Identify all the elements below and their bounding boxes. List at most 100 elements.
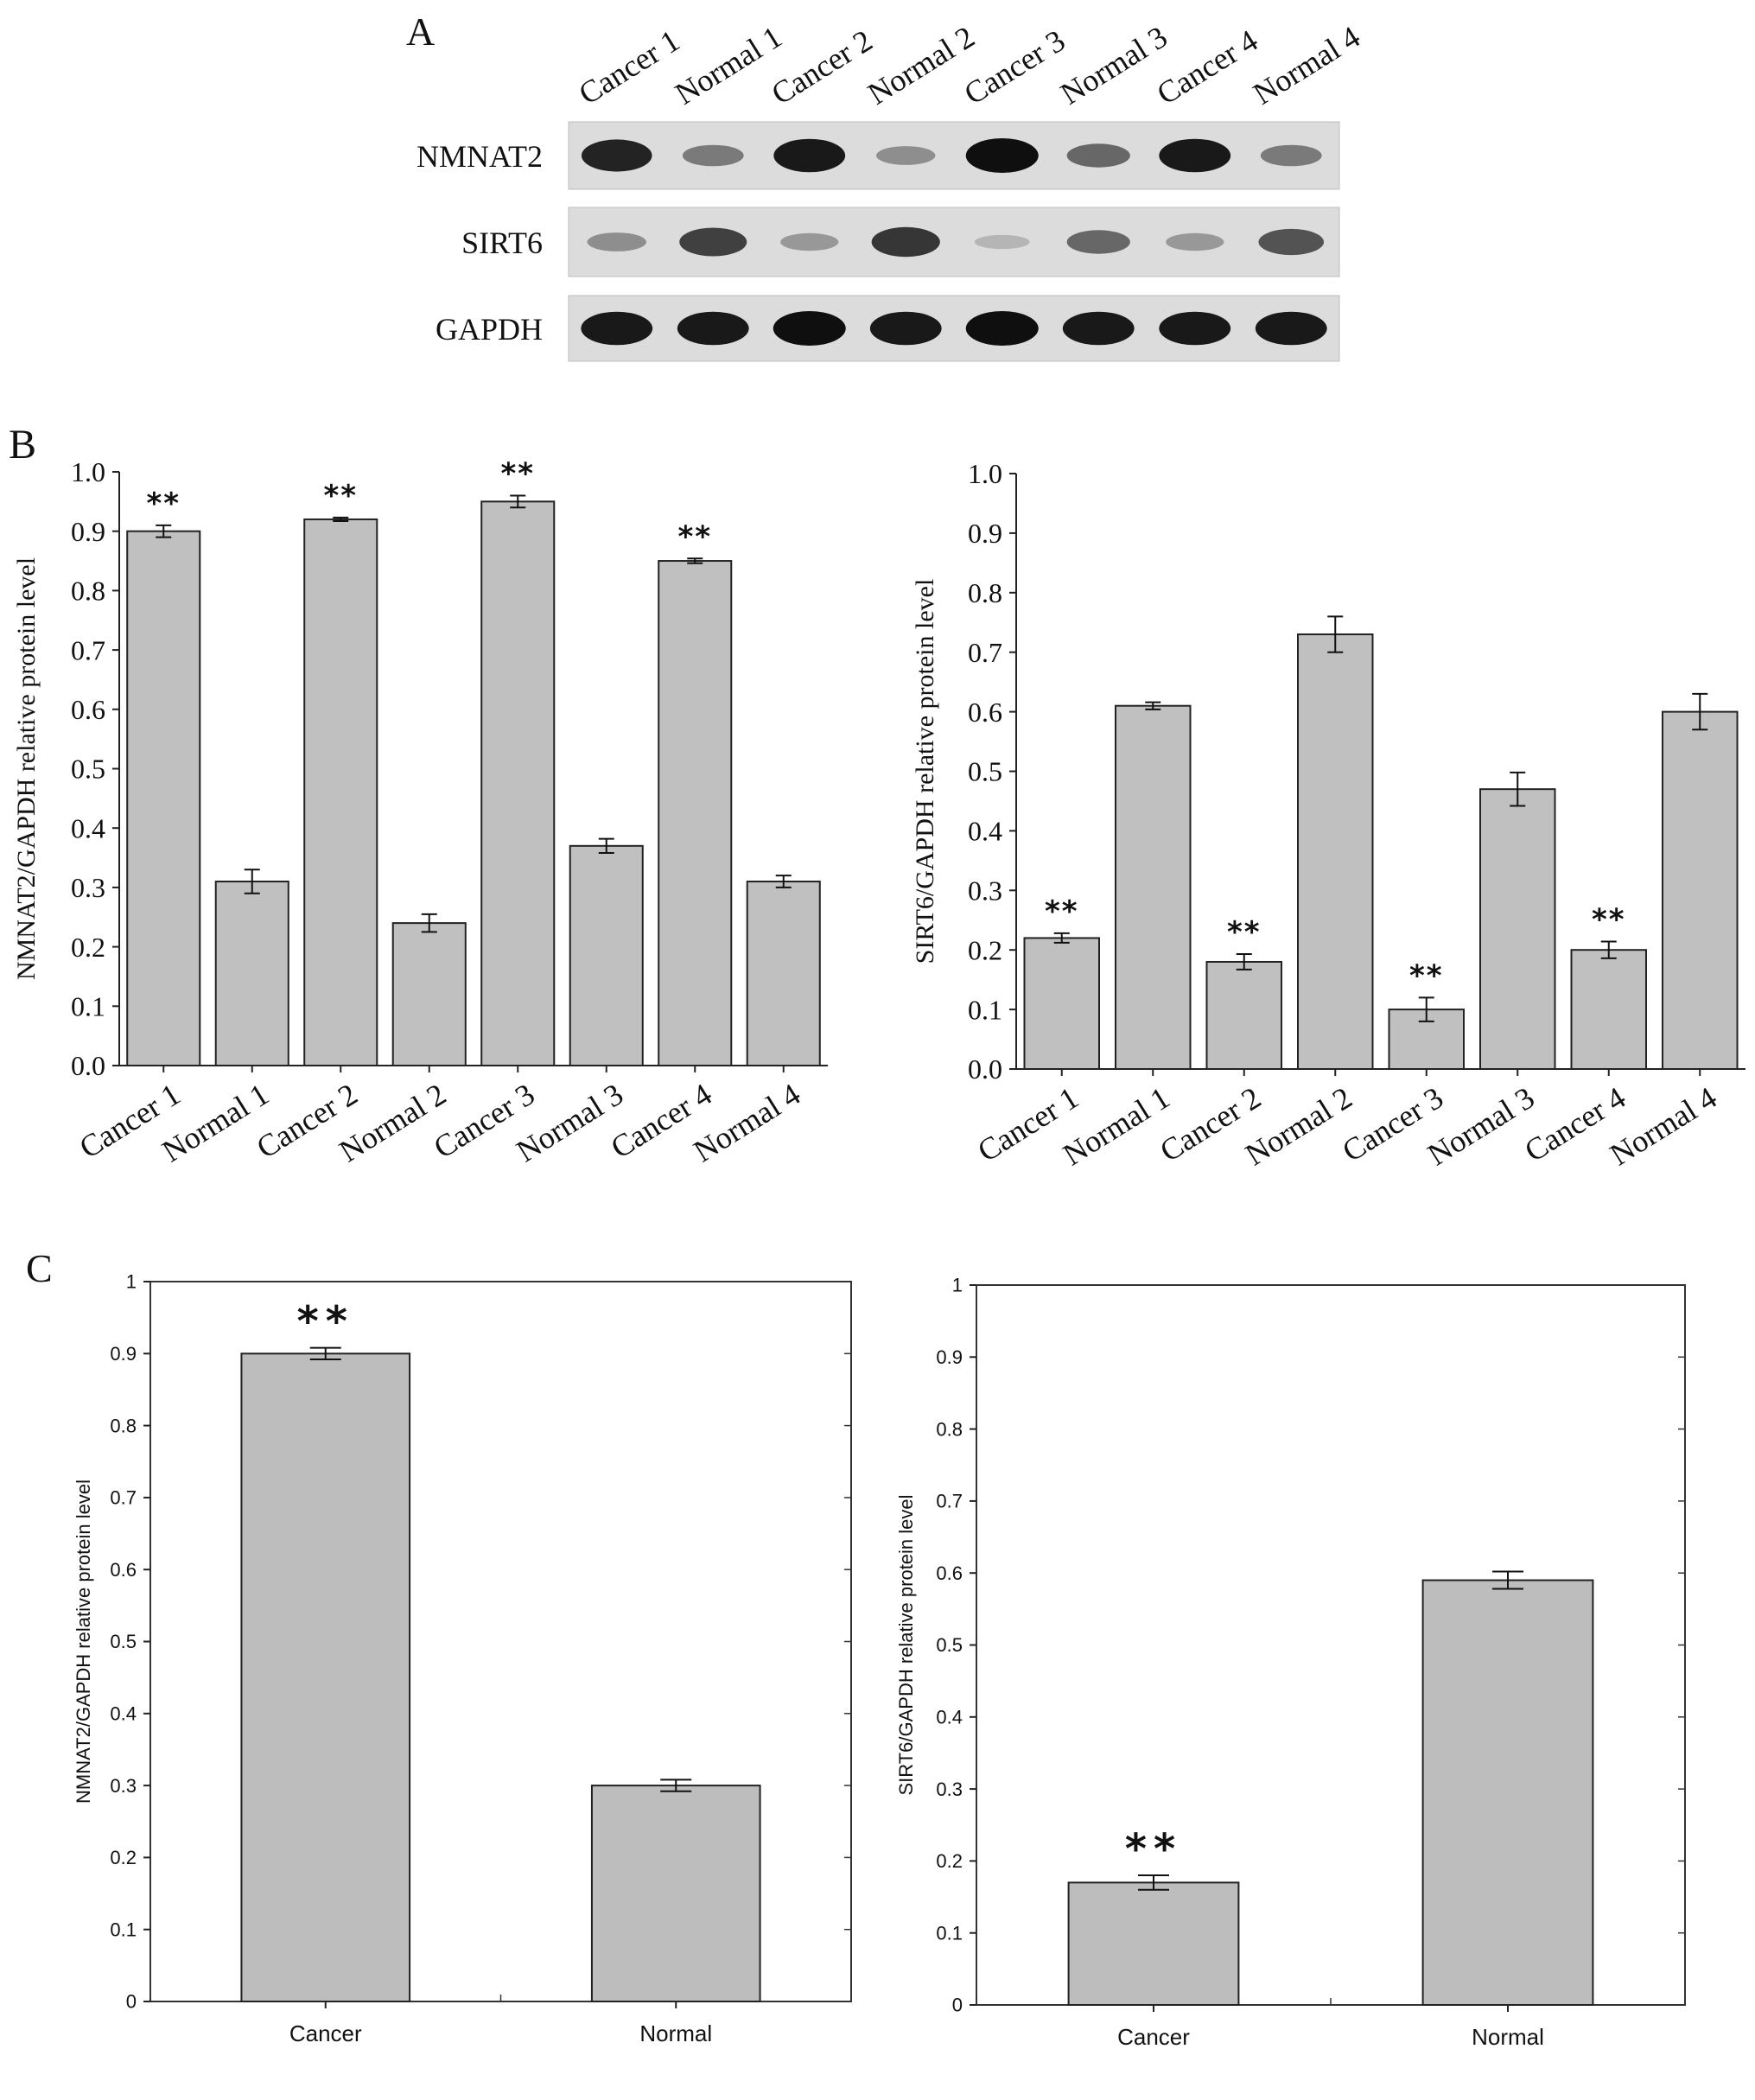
blot-band xyxy=(965,311,1039,346)
y-tick-label: 0.2 xyxy=(968,934,1002,965)
bar-cancer-4 xyxy=(658,560,733,1066)
y-tick-label: 0.8 xyxy=(71,576,105,607)
significance-marker: ** xyxy=(297,1298,354,1346)
y-tick-label: 0.6 xyxy=(936,1562,963,1584)
bar-chart-4: 0 0.1 0.2 0.3 0.4 0.5 0.6 0.7 0.8 0.9 1 SIRT6/GAPDH… xyxy=(895,1275,1686,2050)
blot-band xyxy=(1062,311,1135,346)
blot-band xyxy=(677,311,749,346)
x-tick-label: Normal xyxy=(1472,2024,1544,2050)
bar-chart-2: 0.0 0.1 0.2 0.3 0.4 0.5 0.6 0.7 0.8 0.9 1.0 SIRT6/G… xyxy=(911,458,1745,1172)
bar-cancer-3 xyxy=(480,500,556,1066)
bar-cancer-2 xyxy=(1205,960,1283,1070)
significance-marker: ** xyxy=(323,479,358,513)
y-tick-label: 0.7 xyxy=(968,637,1002,668)
y-tick-label: 0.6 xyxy=(968,697,1002,728)
bar-normal-1 xyxy=(1114,704,1192,1071)
blot-lane-label: Normal 2 xyxy=(862,19,980,111)
bar-normal-2 xyxy=(1296,633,1374,1071)
blot-band xyxy=(965,138,1039,173)
blot-row-label: SIRT6 xyxy=(461,226,543,260)
significance-marker: ** xyxy=(1125,1825,1182,1874)
blot-band xyxy=(773,311,846,346)
blot-band xyxy=(1066,143,1130,168)
y-tick-label: 1.0 xyxy=(71,456,105,487)
blot-lane-label: Normal 1 xyxy=(669,19,787,111)
y-tick-label: 0.0 xyxy=(71,1050,105,1081)
blot-band xyxy=(1260,144,1322,167)
bar-normal-3 xyxy=(569,844,644,1066)
blot-band xyxy=(1159,138,1231,173)
y-tick-label: 0.7 xyxy=(71,634,105,665)
significance-marker: ** xyxy=(1592,903,1626,938)
bar-cancer-2 xyxy=(303,518,378,1066)
y-tick-label: 0.8 xyxy=(936,1418,963,1440)
bar-chart-3: 0 0.1 0.2 0.3 0.4 0.5 0.6 0.7 0.8 0.9 1 NMNAT2/GAPD… xyxy=(73,1271,852,2046)
x-tick-label: Cancer xyxy=(289,2020,362,2046)
blot-band xyxy=(679,227,747,257)
bar-normal xyxy=(1421,1579,1594,2007)
blot-band xyxy=(1255,311,1327,346)
bar-cancer-1 xyxy=(126,530,201,1066)
blot-lane-label: Cancer 2 xyxy=(766,23,879,111)
y-tick-label: 0.3 xyxy=(71,872,105,903)
blot-band xyxy=(780,232,839,251)
significance-marker: ** xyxy=(146,487,181,521)
y-tick-label: 0.9 xyxy=(110,1343,137,1365)
blot-band xyxy=(871,226,940,258)
significance-marker: ** xyxy=(1045,894,1079,929)
y-tick-label: 0 xyxy=(952,1995,963,2016)
blot-band xyxy=(587,232,646,251)
y-tick-label: 0.3 xyxy=(936,1779,963,1800)
blot-band xyxy=(1166,232,1224,251)
bar-normal xyxy=(590,1785,761,2003)
bar-normal-4 xyxy=(1661,710,1739,1070)
bar-normal-4 xyxy=(746,881,821,1067)
y-tick-label: 0.5 xyxy=(968,756,1002,787)
blot-row-label: GAPDH xyxy=(436,312,543,347)
y-tick-label: 0 xyxy=(126,1991,137,2013)
blot-band xyxy=(869,311,942,346)
blot-lane-label: Normal 4 xyxy=(1247,19,1365,111)
significance-marker: ** xyxy=(1409,958,1444,993)
panel-label-b: B xyxy=(9,422,36,468)
blot-band xyxy=(974,234,1030,250)
y-tick-label: 0.8 xyxy=(110,1415,137,1436)
significance-marker: ** xyxy=(500,456,535,491)
blot-band xyxy=(876,146,936,165)
bar-normal-3 xyxy=(1478,788,1556,1070)
blot-lane-label: Cancer 1 xyxy=(573,23,686,111)
y-axis-label: NMNAT2/GAPDH relative protein level xyxy=(73,1480,94,1804)
blot-band xyxy=(581,139,652,172)
y-tick-label: 0.4 xyxy=(968,816,1002,847)
y-tick-label: 0.4 xyxy=(71,812,105,843)
bar-normal-2 xyxy=(391,922,467,1066)
y-tick-label: 0.7 xyxy=(936,1491,963,1512)
y-tick-label: 0.9 xyxy=(968,518,1002,549)
y-tick-label: 0.3 xyxy=(968,875,1002,907)
y-tick-label: 0.2 xyxy=(110,1847,137,1868)
y-tick-label: 0.1 xyxy=(936,1922,963,1944)
y-tick-label: 0.1 xyxy=(110,1919,137,1940)
y-tick-label: 1 xyxy=(952,1275,963,1296)
y-tick-label: 0.1 xyxy=(968,994,1002,1025)
y-tick-label: 1.0 xyxy=(968,458,1002,489)
y-tick-label: 0.8 xyxy=(968,577,1002,608)
y-tick-label: 0.2 xyxy=(936,1850,963,1872)
bar-normal-1 xyxy=(214,881,289,1067)
significance-marker: ** xyxy=(677,519,712,554)
blot-band xyxy=(1159,311,1231,346)
y-tick-label: 0.5 xyxy=(110,1631,137,1652)
y-tick-label: 0.5 xyxy=(936,1634,963,1656)
y-tick-label: 0.6 xyxy=(110,1559,137,1581)
bar-cancer xyxy=(240,1352,411,2003)
y-tick-label: 0.3 xyxy=(110,1775,137,1797)
blot-row-label: NMNAT2 xyxy=(416,139,543,174)
y-tick-label: 0.6 xyxy=(71,694,105,725)
y-tick-label: 0.7 xyxy=(110,1487,137,1509)
significance-marker: ** xyxy=(1227,915,1262,950)
bar-cancer-4 xyxy=(1570,949,1648,1070)
bar-cancer xyxy=(1067,1881,1240,2006)
blot-band xyxy=(581,311,653,346)
